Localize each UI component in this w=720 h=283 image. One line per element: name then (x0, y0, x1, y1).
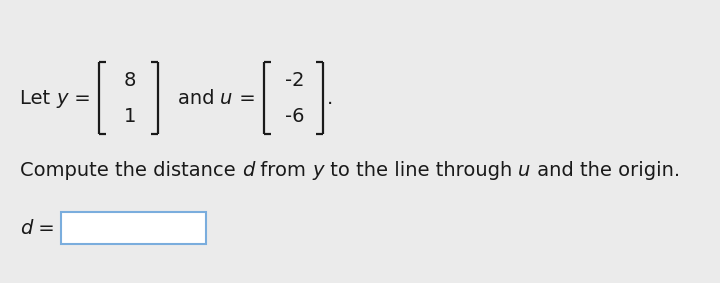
Text: Let: Let (20, 89, 56, 108)
Text: y: y (56, 89, 68, 108)
Text: from: from (254, 160, 312, 179)
FancyBboxPatch shape (61, 212, 206, 244)
Text: to the line through: to the line through (324, 160, 518, 179)
Text: -2: -2 (285, 72, 305, 91)
Text: 1: 1 (124, 106, 136, 125)
Text: u: u (220, 89, 233, 108)
Text: y: y (312, 160, 324, 179)
Text: and the origin.: and the origin. (531, 160, 680, 179)
Text: =: = (233, 89, 256, 108)
Text: Compute the distance: Compute the distance (20, 160, 242, 179)
Text: 8: 8 (124, 72, 136, 91)
Text: and: and (178, 89, 220, 108)
Text: d: d (242, 160, 254, 179)
Text: =: = (32, 218, 55, 237)
Text: u: u (518, 160, 531, 179)
Text: -6: -6 (285, 106, 305, 125)
Text: =: = (68, 89, 91, 108)
Text: d: d (20, 218, 32, 237)
Text: .: . (326, 89, 333, 108)
